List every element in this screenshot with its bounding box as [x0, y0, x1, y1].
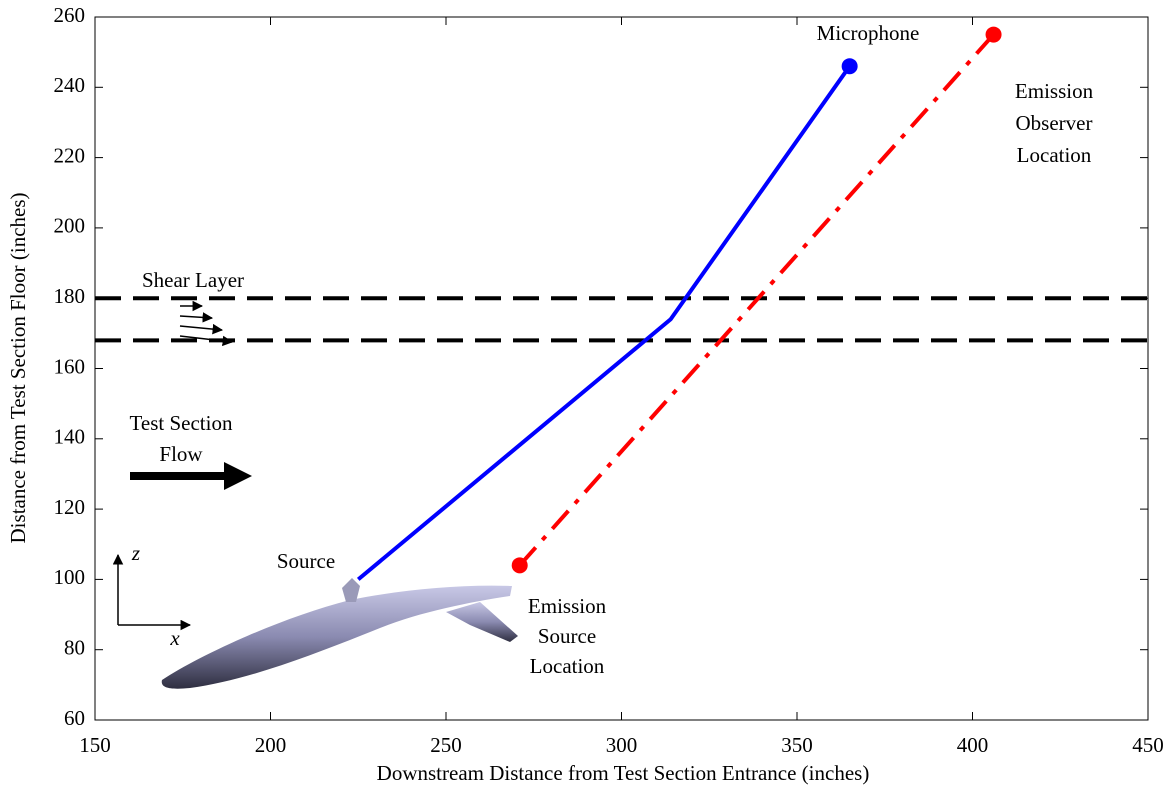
y-tick-label: 100 [54, 565, 86, 589]
x-tick-label: 200 [255, 733, 287, 757]
y-tick-label: 200 [54, 214, 86, 238]
x-tick-label: 250 [430, 733, 462, 757]
marker [512, 557, 528, 573]
y-tick-label: 140 [54, 425, 86, 449]
annotation: Microphone [817, 21, 920, 45]
y-tick-label: 120 [54, 495, 86, 519]
y-tick-label: 260 [54, 3, 86, 27]
annotation: Test Section [130, 411, 233, 435]
ray-path [358, 66, 849, 579]
annotation: Emission [1015, 79, 1094, 103]
x-tick-label: 450 [1132, 733, 1164, 757]
x-tick-label: 400 [957, 733, 989, 757]
y-tick-label: 160 [54, 354, 86, 378]
y-axis-label: Distance from Test Section Floor (inches… [6, 193, 30, 544]
annotation: Shear Layer [142, 268, 244, 292]
axes-icon [118, 555, 190, 625]
shear-arrows [180, 306, 232, 342]
y-tick-label: 180 [54, 284, 86, 308]
x-axis-label: Downstream Distance from Test Section En… [377, 761, 870, 785]
annotation: Source [538, 624, 596, 648]
marker [842, 58, 858, 74]
chart: Downstream Distance from Test Section En… [0, 0, 1175, 786]
annotation: Location [530, 654, 605, 678]
annotation: Emission [528, 594, 607, 618]
y-tick-label: 60 [64, 706, 85, 730]
y-tick-label: 240 [54, 73, 86, 97]
annotation: x [169, 626, 180, 650]
y-tick-label: 220 [54, 143, 86, 167]
y-tick-label: 80 [64, 636, 85, 660]
x-tick-label: 150 [79, 733, 111, 757]
flow-arrow [130, 462, 252, 490]
x-tick-label: 300 [606, 733, 638, 757]
marker [986, 27, 1002, 43]
annotation: Location [1017, 143, 1092, 167]
aircraft-model [162, 578, 518, 689]
annotation: Observer [1016, 111, 1093, 135]
annotation: Flow [159, 442, 203, 466]
plot-frame [95, 17, 1148, 720]
x-tick-label: 350 [781, 733, 813, 757]
annotation: Source [277, 549, 335, 573]
annotation: z [131, 541, 140, 565]
